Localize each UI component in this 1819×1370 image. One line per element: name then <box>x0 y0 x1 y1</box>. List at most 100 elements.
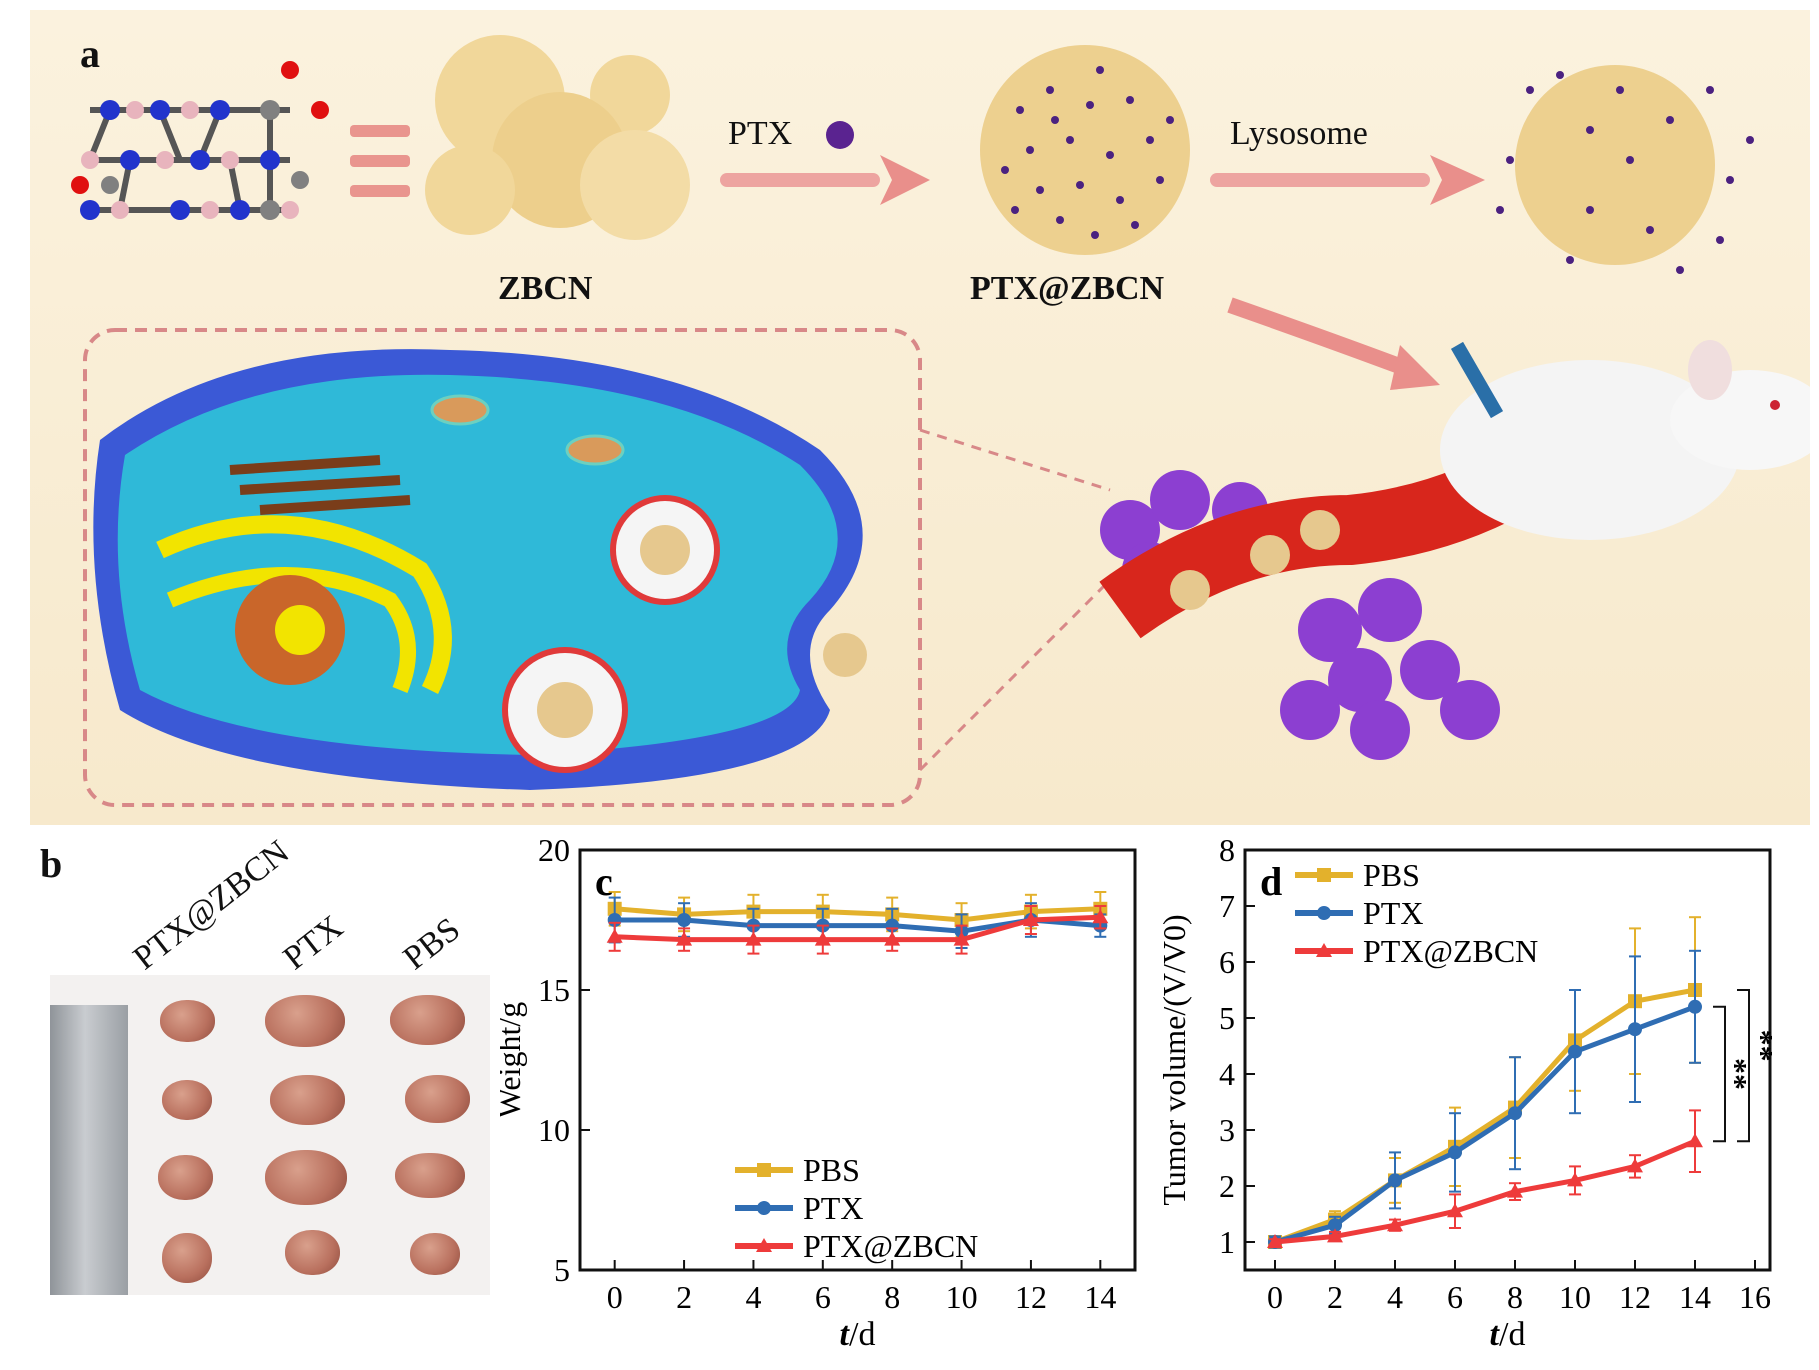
data-point <box>884 931 901 946</box>
panel-label-a: a <box>80 31 100 76</box>
data-point <box>677 913 692 927</box>
data-point <box>1568 1044 1582 1059</box>
plot-frame <box>1243 848 1772 1272</box>
data-point <box>1448 1145 1462 1160</box>
tumor-photo <box>50 975 490 1295</box>
x-tick-label: 8 <box>1507 1279 1523 1315</box>
y-tick-label: 4 <box>1219 1056 1235 1092</box>
ptx-zbcn-label: PTX@ZBCN <box>970 270 1165 307</box>
x-tick-label: 2 <box>1327 1279 1343 1315</box>
significance-bracket <box>1737 989 1750 1143</box>
zbcn-nanospheres <box>425 35 690 240</box>
arrow-head-icon <box>1390 345 1440 390</box>
ruler <box>50 1005 128 1295</box>
legend-label: PTX <box>1363 895 1423 931</box>
significance-bracket <box>1713 1005 1726 1143</box>
data-point <box>1447 1203 1463 1218</box>
legend-label: PBS <box>1363 857 1420 893</box>
y-tick-label: 10 <box>538 1112 570 1148</box>
x-tick-label: 2 <box>676 1279 692 1315</box>
x-tick-label: 10 <box>1559 1279 1591 1315</box>
significance-marker: ** <box>1744 1030 1780 1062</box>
data-point <box>1327 1228 1343 1243</box>
y-axis-label: Weight/g <box>500 1002 527 1119</box>
significance-marker: ** <box>1718 1058 1754 1090</box>
x-tick-label: 10 <box>946 1279 978 1315</box>
mouse-illustration <box>1440 340 1819 540</box>
ptx-molecule-icon <box>826 121 854 149</box>
x-tick-label: 4 <box>1387 1279 1403 1315</box>
arrow-icon <box>720 155 930 205</box>
tumor-vessel-illustration <box>1099 440 1549 760</box>
series-line <box>614 914 1101 943</box>
x-tick-label: 14 <box>1084 1279 1116 1315</box>
zbcn-label: ZBCN <box>498 270 593 307</box>
series-line <box>1274 1004 1696 1245</box>
legend-label: PTX <box>803 1190 863 1226</box>
schematic-illustration <box>71 35 1819 807</box>
data-point <box>1627 1158 1643 1173</box>
panel-label-c: c <box>595 859 613 904</box>
lysosome-label: Lysosome <box>1230 115 1368 152</box>
endosome <box>502 495 867 773</box>
y-tick-label: 15 <box>538 972 570 1008</box>
y-tick-label: 5 <box>554 1252 570 1288</box>
photo-label-ptx-zbcn: PTX@ZBCN <box>126 833 297 978</box>
data-point <box>1092 909 1109 924</box>
x-tick-label: 4 <box>745 1279 761 1315</box>
data-point <box>606 928 623 943</box>
data-point <box>814 931 831 946</box>
data-point <box>1687 1133 1703 1148</box>
x-tick-label: 14 <box>1679 1279 1711 1315</box>
data-point <box>1508 1106 1522 1121</box>
x-tick-label: 0 <box>1267 1279 1283 1315</box>
data-point <box>1688 999 1702 1014</box>
x-axis-label: t/d <box>840 1316 876 1353</box>
photo-label-pbs: PBS <box>396 910 468 978</box>
x-tick-label: 12 <box>1015 1279 1047 1315</box>
data-point <box>1328 1218 1342 1233</box>
released-drug-sphere <box>1496 65 1754 274</box>
y-tick-label: 2 <box>1219 1168 1235 1204</box>
data-point <box>953 931 970 946</box>
data-point <box>1022 912 1039 926</box>
plot-frame <box>578 848 1137 1272</box>
x-tick-label: 16 <box>1739 1279 1771 1315</box>
x-tick-label: 6 <box>1447 1279 1463 1315</box>
ptx-label: PTX <box>728 115 793 152</box>
data-point <box>676 931 693 946</box>
series-line <box>1274 987 1696 1245</box>
x-tick-label: 8 <box>884 1279 900 1315</box>
y-axis-label: Tumor volume/(V/V0) <box>1160 914 1192 1205</box>
panel-label-b: b <box>40 841 63 886</box>
x-axis-label: t/d <box>1490 1316 1526 1353</box>
y-tick-label: 3 <box>1219 1112 1235 1148</box>
data-point <box>745 931 762 946</box>
x-tick-label: 12 <box>1619 1279 1651 1315</box>
cell-illustration <box>93 349 867 790</box>
data-point <box>1507 1183 1523 1198</box>
y-tick-label: 6 <box>1219 944 1235 980</box>
data-point <box>1387 1217 1403 1232</box>
endoplasmic-reticulum <box>156 515 452 695</box>
x-tick-label: 0 <box>607 1279 623 1315</box>
data-point <box>1628 1022 1642 1037</box>
y-tick-label: 7 <box>1219 888 1235 924</box>
data-point <box>1567 1172 1583 1187</box>
arrow-icon <box>1227 297 1413 378</box>
legend-label: PTX@ZBCN <box>803 1228 978 1264</box>
series-line <box>614 906 1101 923</box>
panel-label-d: d <box>1260 859 1282 904</box>
legend-label: PTX@ZBCN <box>1363 933 1538 969</box>
ptx-zbcn-sphere <box>980 45 1190 255</box>
chart-c-weight: 0 2 4 6 8 10 12 14 5 10 15 20 t/d Weight/g PBSPTXPTX@Z… <box>500 840 1137 1353</box>
photo-label-ptx: PTX <box>276 908 351 978</box>
series-line <box>1274 1138 1696 1245</box>
data-point <box>1388 1173 1402 1188</box>
equals-icon <box>350 125 410 197</box>
y-tick-label: 8 <box>1219 840 1235 868</box>
cell-zoom-box <box>83 328 922 807</box>
data-point <box>1267 1234 1283 1248</box>
arrow-icon <box>1210 155 1485 205</box>
